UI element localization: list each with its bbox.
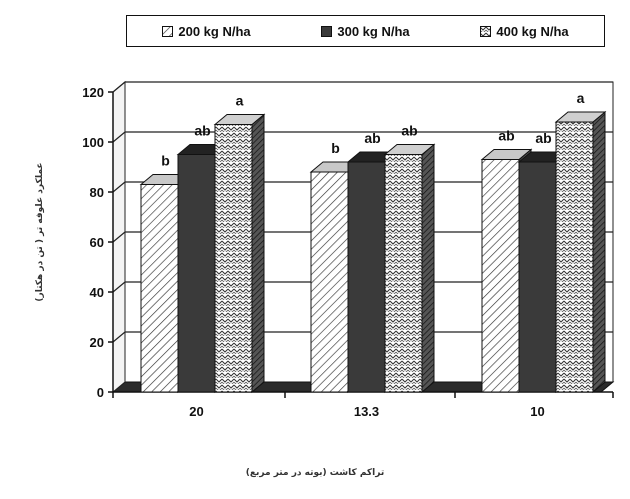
bar [213, 113, 266, 394]
data-label: ab [401, 123, 417, 139]
bar-front [384, 154, 423, 393]
bar-top [213, 114, 266, 125]
bar-side [421, 143, 435, 394]
bar-side [251, 113, 265, 394]
bar-front [214, 124, 253, 393]
y-tick-label: 120 [82, 85, 104, 100]
bar [383, 143, 436, 394]
legend-item-400: 400 kg N/ha [480, 23, 569, 39]
bar-front [555, 121, 594, 393]
bars [139, 110, 607, 394]
bar-top [480, 149, 533, 160]
y-tick-label: 40 [90, 285, 104, 300]
gridline [112, 331, 613, 343]
gridline [112, 131, 613, 143]
gridline [112, 81, 613, 93]
legend-swatch-solid [321, 25, 333, 37]
y-tick-label: 0 [97, 385, 104, 400]
gridline [112, 281, 613, 293]
bar-top [554, 111, 607, 123]
gridline [112, 181, 613, 193]
data-label: b [161, 153, 170, 169]
data-label: ab [364, 130, 380, 146]
data-label: ab [498, 128, 514, 144]
legend-swatch-hatch [162, 25, 174, 37]
data-label: ab [535, 130, 551, 146]
bar-front [177, 154, 216, 393]
data-label: a [236, 93, 244, 109]
legend-label: 300 kg N/ha [337, 23, 410, 39]
y-axis-title: عملکرد علوفه تر ( تن در هکتار) [35, 162, 45, 302]
bar-front [310, 171, 349, 393]
x-tick-label: 13.3 [354, 404, 379, 419]
x-tick-label: 20 [189, 404, 203, 419]
bar-side [592, 110, 606, 394]
legend-label: 200 kg N/ha [178, 23, 251, 39]
y-tick-label: 100 [82, 135, 104, 150]
data-label: b [331, 140, 340, 156]
bar-front [140, 184, 179, 393]
bar-front [518, 161, 557, 393]
x-tick-label: 10 [530, 404, 544, 419]
legend: 200 kg N/ha 300 kg N/ha 400 kg N/ha [126, 15, 605, 47]
x-axis: 20 13.3 10 [112, 392, 614, 419]
bar [554, 110, 607, 394]
bar-front [481, 159, 520, 393]
x-axis-title: تراکم کاشت (بوته در متر مربع) [245, 468, 385, 478]
bar-front [347, 161, 386, 393]
legend-label: 400 kg N/ha [496, 23, 569, 39]
bar-top [383, 144, 436, 155]
legend-item-200: 200 kg N/ha [162, 23, 251, 39]
y-tick-label: 80 [90, 185, 104, 200]
legend-swatch-zigzag [480, 25, 492, 37]
y-tick-label: 60 [90, 235, 104, 250]
data-label: ab [194, 123, 210, 139]
data-label: a [577, 90, 585, 106]
gridline [112, 231, 613, 243]
y-tick-label: 20 [90, 335, 104, 350]
legend-item-300: 300 kg N/ha [321, 23, 410, 39]
